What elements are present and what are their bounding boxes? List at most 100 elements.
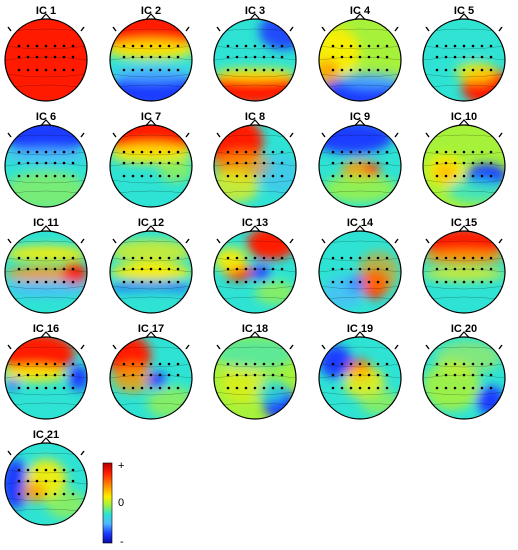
potential-blob	[455, 62, 497, 83]
electrode-dot	[158, 373, 162, 377]
contour-line	[214, 257, 296, 262]
electrode-dot	[331, 174, 335, 178]
right-ear	[289, 344, 294, 350]
electrode-dot	[280, 44, 284, 48]
electrode-dot	[453, 267, 457, 271]
contour-line	[110, 257, 192, 262]
electrode-dot	[167, 280, 171, 284]
potential-blob	[112, 363, 154, 393]
electrode-dot	[262, 44, 266, 48]
electrodes	[17, 256, 75, 284]
electrode-dot	[244, 362, 248, 366]
electrode-dot	[71, 161, 75, 165]
electrode-dot	[235, 373, 239, 377]
electrode-dot	[244, 68, 248, 72]
nose	[354, 13, 366, 20]
left-ear	[112, 26, 117, 32]
electrode-dot	[453, 150, 457, 154]
electrode-dot	[385, 161, 389, 165]
electrode-dot	[53, 492, 57, 496]
electrode-dot	[122, 362, 126, 366]
electrode-dot	[489, 256, 493, 260]
electrode-dot	[462, 150, 466, 154]
electrodes	[122, 150, 180, 178]
component-label: IC 5	[454, 5, 474, 17]
topomap-fill	[5, 125, 87, 207]
electrodes	[226, 362, 284, 390]
head-outline	[213, 336, 297, 420]
electrode-dot	[453, 44, 457, 48]
electrode-dot	[53, 280, 57, 284]
electrode-dot	[71, 479, 75, 483]
topomap: IC 10	[422, 111, 506, 208]
electrode-dot	[140, 373, 144, 377]
left-ear	[216, 344, 221, 350]
left-ear	[216, 238, 221, 244]
electrode-dot	[253, 362, 257, 366]
electrode-dot	[489, 68, 493, 72]
electrode-dot	[62, 55, 66, 59]
electrode-dot	[376, 68, 380, 72]
right-ear	[498, 238, 503, 244]
electrode-dot	[271, 280, 275, 284]
contour-line	[423, 363, 505, 368]
electrode-dot	[131, 280, 135, 284]
component-label: IC 8	[245, 111, 265, 123]
electrodes	[122, 256, 180, 284]
electrode-dot	[122, 161, 126, 165]
nose	[249, 225, 261, 232]
electrode-dot	[453, 174, 457, 178]
electrodes	[17, 44, 75, 72]
electrode-dot	[262, 256, 266, 260]
electrode-dot	[131, 68, 135, 72]
component-label: IC 10	[451, 111, 477, 123]
right-ear	[80, 132, 85, 138]
electrode-dot	[376, 174, 380, 178]
electrode-dot	[158, 68, 162, 72]
electrode-dot	[244, 174, 248, 178]
head-outline	[422, 336, 506, 420]
electrode-dot	[53, 68, 57, 72]
electrode-dot	[262, 150, 266, 154]
electrode-dot	[349, 44, 353, 48]
nose	[249, 119, 261, 126]
electrode-dot	[131, 44, 135, 48]
electrode-dot	[122, 386, 126, 390]
electrode-dot	[71, 174, 75, 178]
electrode-dot	[435, 362, 439, 366]
electrode-dot	[226, 44, 230, 48]
electrode-dot	[444, 161, 448, 165]
topomap-fill	[110, 125, 192, 207]
component-label: IC 6	[36, 111, 56, 123]
potential-blob	[5, 280, 87, 297]
contour-line	[423, 73, 505, 78]
electrode-dot	[176, 161, 180, 165]
electrode-dot	[140, 280, 144, 284]
head-outline	[318, 124, 402, 208]
electrode-dot	[253, 267, 257, 271]
left-ear	[112, 344, 117, 350]
nose	[354, 119, 366, 126]
potential-blob	[323, 276, 365, 309]
electrode-dot	[489, 386, 493, 390]
electrode-dot	[62, 362, 66, 366]
left-ear	[7, 344, 12, 350]
electrode-dot	[244, 55, 248, 59]
contour-line	[110, 285, 192, 290]
electrode-dot	[35, 479, 39, 483]
electrode-dot	[140, 362, 144, 366]
electrode-dot	[462, 44, 466, 48]
electrode-dot	[340, 55, 344, 59]
electrode-dot	[349, 55, 353, 59]
contour-line	[214, 151, 296, 156]
electrode-dot	[253, 150, 257, 154]
topomap: IC 8	[213, 111, 297, 208]
electrode-dot	[349, 150, 353, 154]
electrode-dot	[140, 256, 144, 260]
electrode-dot	[444, 55, 448, 59]
electrode-dot	[340, 280, 344, 284]
component-label: IC 3	[245, 5, 265, 17]
electrode-dot	[44, 68, 48, 72]
electrode-dot	[140, 55, 144, 59]
electrode-dot	[471, 386, 475, 390]
